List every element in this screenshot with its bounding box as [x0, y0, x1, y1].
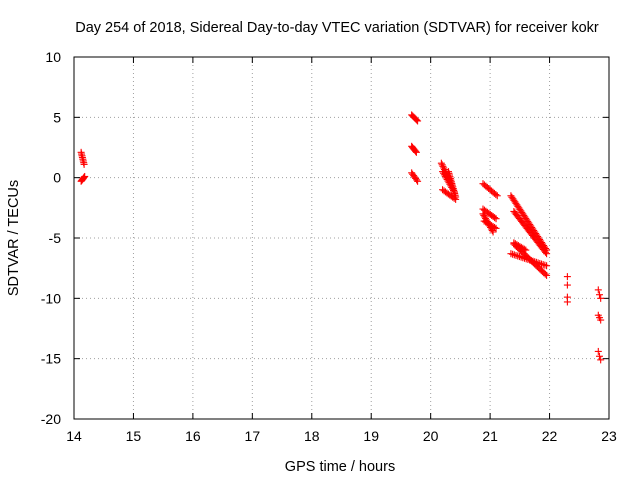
data-point: [520, 245, 528, 253]
axis-ticks: [73, 56, 610, 420]
data-point: [543, 271, 551, 279]
data-points: [77, 111, 605, 364]
data-point: [519, 254, 527, 262]
data-point: [522, 255, 530, 263]
data-point: [412, 147, 420, 155]
data-point: [531, 258, 539, 266]
data-point: [597, 356, 605, 364]
data-point: [80, 160, 88, 168]
data-point: [492, 224, 500, 232]
x-tick-label: 16: [185, 428, 201, 444]
data-point: [80, 173, 88, 181]
y-tick-label: -10: [41, 290, 61, 306]
data-point: [493, 192, 501, 200]
data-point: [563, 298, 571, 306]
data-point: [524, 255, 532, 263]
data-point: [492, 191, 500, 199]
data-point: [514, 252, 522, 260]
data-point: [438, 161, 446, 169]
y-tick-label: -15: [41, 351, 61, 367]
data-point: [414, 177, 422, 185]
data-point: [522, 246, 530, 254]
x-tick-labels: 14 15 16 17 18 19 20 21 22 23: [66, 428, 617, 444]
data-point: [492, 215, 500, 223]
data-point: [414, 117, 422, 125]
data-point: [515, 253, 523, 261]
y-tick-label: 0: [53, 170, 61, 186]
y-axis-label: SDTVAR / TECUs: [6, 180, 22, 296]
x-tick-label: 20: [423, 428, 439, 444]
data-point: [81, 172, 89, 180]
chart-title: Day 254 of 2018, Sidereal Day-to-day VTE…: [75, 20, 599, 36]
data-point: [529, 257, 537, 265]
y-tick-labels: -20 -15 -10 -5 0 5 10: [41, 49, 61, 427]
y-tick-label: 5: [53, 109, 61, 125]
x-tick-label: 18: [304, 428, 320, 444]
data-point: [541, 261, 549, 269]
data-point: [510, 251, 518, 259]
x-tick-label: 15: [126, 428, 142, 444]
data-point: [597, 294, 605, 302]
data-point: [413, 176, 421, 184]
data-point: [594, 286, 602, 294]
grid: [74, 57, 609, 419]
data-point: [541, 270, 549, 278]
data-point: [543, 262, 551, 270]
data-point: [521, 254, 529, 262]
y-tick-label: 10: [45, 49, 61, 65]
x-tick-label: 21: [482, 428, 498, 444]
x-tick-label: 17: [245, 428, 261, 444]
data-point: [437, 159, 445, 167]
data-point: [539, 261, 547, 269]
data-point: [491, 214, 499, 222]
x-tick-label: 22: [542, 428, 558, 444]
data-point: [509, 250, 517, 258]
data-point: [479, 210, 487, 218]
data-point: [452, 193, 460, 201]
data-point: [595, 291, 603, 299]
data-point: [534, 259, 542, 267]
data-point: [563, 273, 571, 281]
data-point: [594, 347, 602, 355]
x-tick-label: 19: [363, 428, 379, 444]
data-point: [537, 260, 545, 268]
data-point: [527, 257, 535, 265]
data-point: [491, 223, 499, 231]
data-point: [80, 174, 88, 182]
data-point: [541, 248, 549, 256]
y-tick-label: -20: [41, 411, 61, 427]
data-point: [507, 250, 515, 258]
data-point: [526, 256, 534, 264]
data-point: [413, 116, 421, 124]
data-point: [563, 281, 571, 289]
data-point: [536, 259, 544, 267]
data-point: [532, 258, 540, 266]
y-tick-label: -5: [49, 230, 62, 246]
x-tick-label: 14: [66, 428, 82, 444]
data-point: [543, 250, 551, 258]
data-point: [595, 352, 603, 360]
x-tick-label: 23: [601, 428, 617, 444]
data-point: [512, 251, 520, 259]
data-point: [597, 316, 605, 324]
data-point: [517, 253, 525, 261]
x-axis-label: GPS time / hours: [285, 459, 395, 475]
data-point: [412, 148, 420, 156]
